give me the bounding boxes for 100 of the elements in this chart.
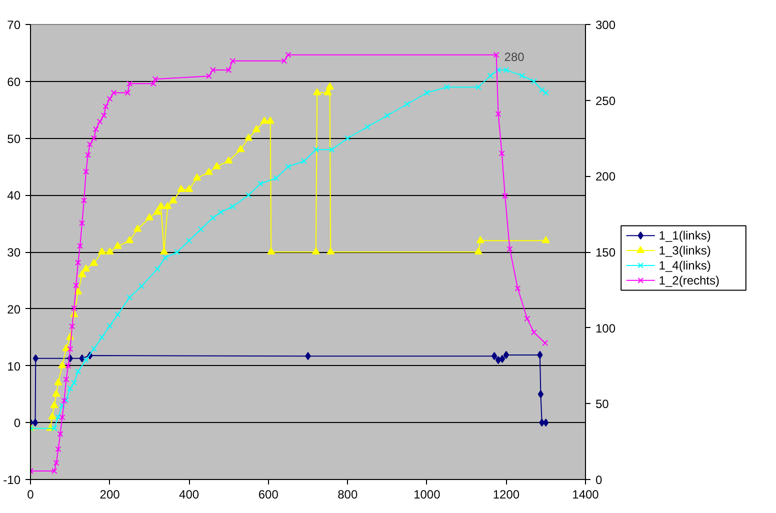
y2-tick-label: 0: [596, 473, 602, 487]
point: [58, 361, 66, 368]
point: [224, 156, 233, 164]
point: [218, 209, 224, 216]
point: [96, 118, 103, 125]
point: [74, 287, 82, 294]
y-tick-label: 20: [7, 302, 21, 316]
point: [90, 258, 98, 266]
y2-tick-label: 300: [596, 18, 616, 32]
point: [59, 414, 66, 420]
point: [126, 236, 134, 244]
y-tick-label: 40: [7, 188, 21, 203]
point: [519, 72, 526, 79]
point: [312, 146, 319, 153]
point: [110, 90, 117, 96]
x-tick-label: 800: [338, 488, 358, 502]
point: [495, 356, 502, 364]
y-tick-label: 10: [7, 359, 21, 374]
point: [424, 90, 430, 96]
point: [114, 242, 122, 249]
point: [152, 76, 158, 82]
point: [328, 146, 335, 153]
data-label: 280: [504, 50, 525, 64]
point: [75, 368, 82, 374]
point: [90, 346, 97, 352]
point: [230, 58, 236, 64]
point: [82, 264, 90, 272]
x-tick-label: 1200: [492, 488, 520, 502]
y2-tick-label: 250: [596, 94, 616, 108]
point: [85, 152, 91, 158]
point: [134, 224, 142, 232]
point: [145, 213, 154, 220]
point: [326, 247, 335, 255]
point: [164, 202, 172, 210]
point: [246, 192, 252, 198]
point: [530, 329, 537, 336]
point: [444, 84, 450, 90]
point: [79, 220, 86, 226]
point: [73, 282, 80, 288]
point: [78, 270, 86, 278]
point: [156, 202, 165, 210]
point: [67, 346, 74, 352]
point: [542, 90, 549, 96]
point: [498, 150, 505, 156]
point: [79, 354, 85, 362]
x-tick-label: 1000: [414, 488, 441, 502]
y2-tick-label: 200: [596, 170, 616, 184]
point: [543, 418, 549, 427]
point: [326, 82, 334, 90]
point: [524, 316, 530, 322]
point: [55, 414, 62, 420]
point: [126, 80, 133, 87]
point: [493, 52, 500, 58]
point: [537, 350, 543, 359]
point: [538, 390, 544, 398]
point: [65, 362, 72, 369]
point: [52, 390, 60, 397]
point: [102, 103, 109, 110]
point: [475, 84, 482, 90]
point: [503, 350, 510, 359]
y-tick-label: 30: [7, 246, 21, 260]
point: [186, 238, 192, 244]
point: [69, 323, 76, 330]
point: [226, 67, 232, 73]
point: [344, 135, 351, 142]
point: [90, 135, 97, 142]
point: [57, 431, 64, 437]
point: [83, 357, 89, 364]
point: [50, 401, 58, 408]
point: [491, 352, 498, 360]
point: [169, 196, 178, 204]
point: [124, 90, 131, 96]
point: [539, 418, 545, 427]
point: [51, 468, 58, 474]
point: [92, 126, 99, 132]
point: [114, 312, 121, 318]
legend-label: 1_4(links): [658, 258, 711, 272]
point: [75, 260, 82, 266]
point: [32, 418, 38, 427]
point: [32, 354, 38, 362]
point: [77, 242, 84, 249]
point: [154, 266, 160, 272]
point: [150, 80, 156, 87]
point: [174, 249, 180, 255]
point: [236, 145, 245, 152]
point: [153, 208, 162, 215]
point: [138, 283, 144, 290]
point: [502, 192, 508, 199]
point: [487, 72, 494, 79]
y-tick-label: 70: [7, 18, 21, 32]
point: [210, 214, 216, 221]
point: [530, 78, 537, 84]
point: [230, 204, 236, 210]
x-tick-label: 1400: [572, 488, 600, 502]
x-tick-label: 0: [27, 488, 34, 502]
point: [193, 174, 201, 181]
point: [257, 180, 264, 187]
y-tick-label: 50: [7, 132, 21, 146]
y-tick-label: 0: [14, 416, 21, 430]
legend-label: 1_3(links): [658, 244, 711, 258]
